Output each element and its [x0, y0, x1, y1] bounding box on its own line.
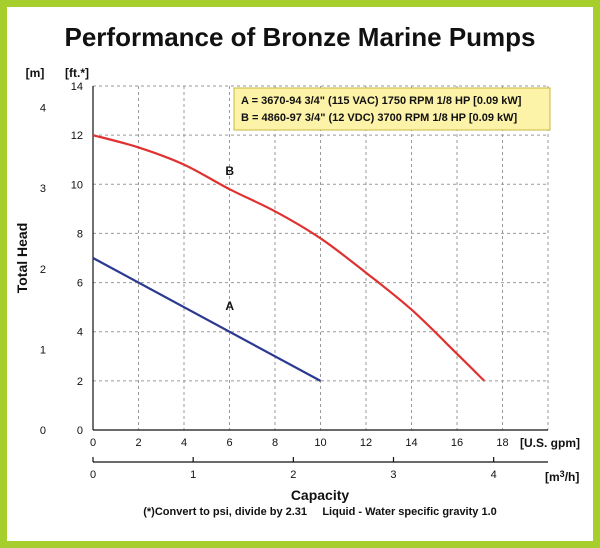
series-label-a: A: [225, 299, 234, 313]
x-tick-label: 2: [135, 437, 141, 449]
x-unit-secondary: [m3/h]: [545, 469, 579, 484]
x2-tick-label: 1: [190, 469, 196, 481]
x-tick-label: 16: [451, 437, 463, 449]
x-tick-label: 10: [314, 437, 326, 449]
x-tick-label: 12: [360, 437, 372, 449]
grid-layer: [93, 85, 549, 430]
x2-tick-label: 0: [90, 469, 96, 481]
y-tick-label: 4: [77, 327, 83, 339]
x-tick-label: 18: [496, 437, 508, 449]
footnote: (*)Convert to psi, divide by 2.31 Liquid…: [143, 506, 497, 518]
x2-tick-label: 2: [290, 469, 296, 481]
x-tick-label: 0: [90, 437, 96, 449]
legend-box: [233, 87, 551, 131]
y-axis-title: Total Head: [14, 223, 30, 294]
y-tick-label: 14: [71, 81, 83, 93]
x-tick-label: 4: [181, 437, 187, 449]
series-line-b: [92, 134, 486, 382]
series-layer: AB: [92, 134, 486, 382]
y2-tick-label: 0: [40, 425, 46, 437]
series-line-a: [92, 257, 322, 382]
legend-entry-b: B = 4860-97 3/4" (12 VDC) 3700 RPM 1/8 H…: [241, 112, 518, 124]
x-unit-primary: [U.S. gpm]: [520, 436, 580, 450]
y2-tick-label: 1: [40, 344, 46, 356]
x2-tick-label: 3: [390, 469, 396, 481]
y2-tick-label: 3: [40, 183, 46, 195]
y-tick-label: 0: [77, 425, 83, 437]
chart-title: Performance of Bronze Marine Pumps: [65, 22, 536, 52]
x-axis-title: Capacity: [291, 487, 350, 503]
y-tick-label: 12: [71, 130, 83, 142]
x-unit-secondary-part: /h]: [565, 470, 580, 484]
x-unit-secondary-part: [m: [545, 470, 560, 484]
legend-entry-a: A = 3670-94 3/4" (115 VAC) 1750 RPM 1/8 …: [241, 95, 522, 107]
x2-tick-label: 4: [491, 469, 497, 481]
y2-tick-label: 4: [40, 103, 46, 115]
x-tick-label: 8: [272, 437, 278, 449]
legend: A = 3670-94 3/4" (115 VAC) 1750 RPM 1/8 …: [233, 87, 551, 131]
x-tick-label: 14: [405, 437, 417, 449]
y-unit-primary: [ft.*]: [65, 66, 89, 80]
y-tick-label: 6: [77, 278, 83, 290]
y-tick-label: 2: [77, 376, 83, 388]
y-tick-label: 10: [71, 179, 83, 191]
x-unit-secondary-part: 3: [560, 469, 565, 479]
y-unit-secondary: [m]: [26, 66, 45, 80]
series-label-b: B: [225, 164, 234, 178]
y-tick-label: 8: [77, 228, 83, 240]
x-tick-label: 6: [226, 437, 232, 449]
y2-tick-label: 2: [40, 264, 46, 276]
